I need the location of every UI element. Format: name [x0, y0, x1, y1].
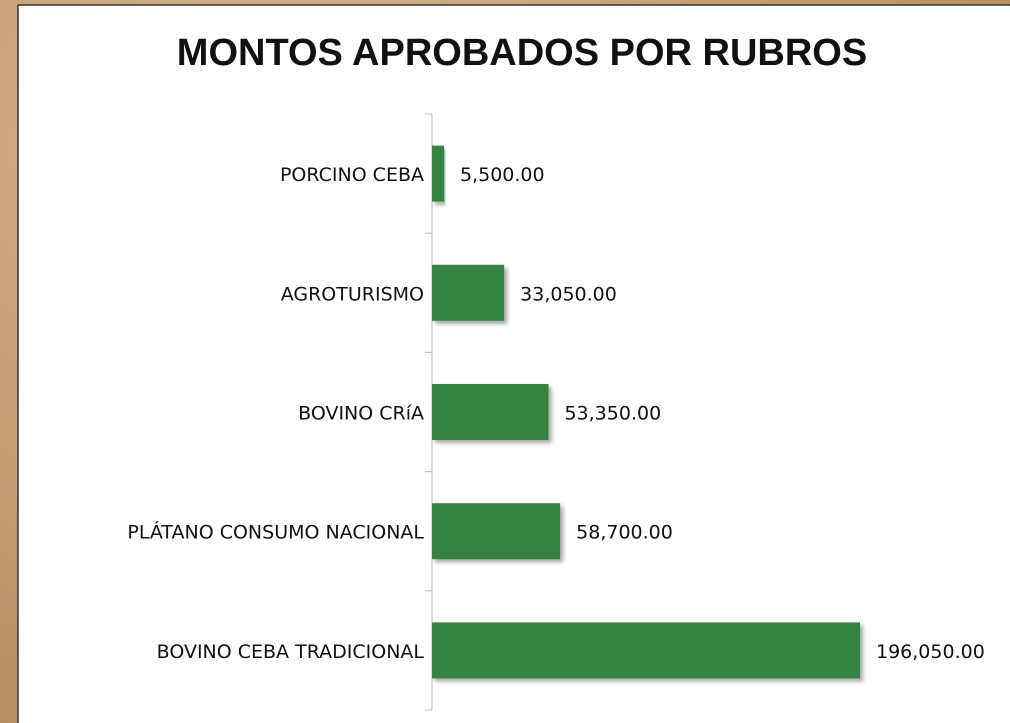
bar	[432, 264, 505, 321]
data-label: 5,500.00	[460, 164, 545, 186]
plot-area: PORCINO CEBA 5,500.00 AGROTURISMO 33,050.00…	[127, 113, 985, 711]
y-tick-label: BOVINO CEBA TRADICIONAL	[157, 641, 425, 663]
bar	[432, 503, 561, 560]
chart-panel	[17, 4, 1010, 723]
data-label: 53,350.00	[564, 403, 661, 425]
data-label: 33,050.00	[520, 283, 617, 305]
bar	[432, 145, 445, 202]
bar	[432, 383, 549, 441]
bar	[432, 622, 860, 679]
y-tick-label: PORCINO CEBA	[280, 164, 424, 186]
data-label: 196,050.00	[876, 641, 985, 663]
y-tick-label: BOVINO CRíA	[298, 403, 424, 425]
chart-title: MONTOS APROBADOS POR RUBROS	[177, 32, 867, 74]
data-label: 58,700.00	[576, 522, 673, 544]
y-tick-label: AGROTURISMO	[281, 283, 424, 305]
y-tick-label: PLÁTANO CONSUMO NACIONAL	[127, 521, 424, 544]
